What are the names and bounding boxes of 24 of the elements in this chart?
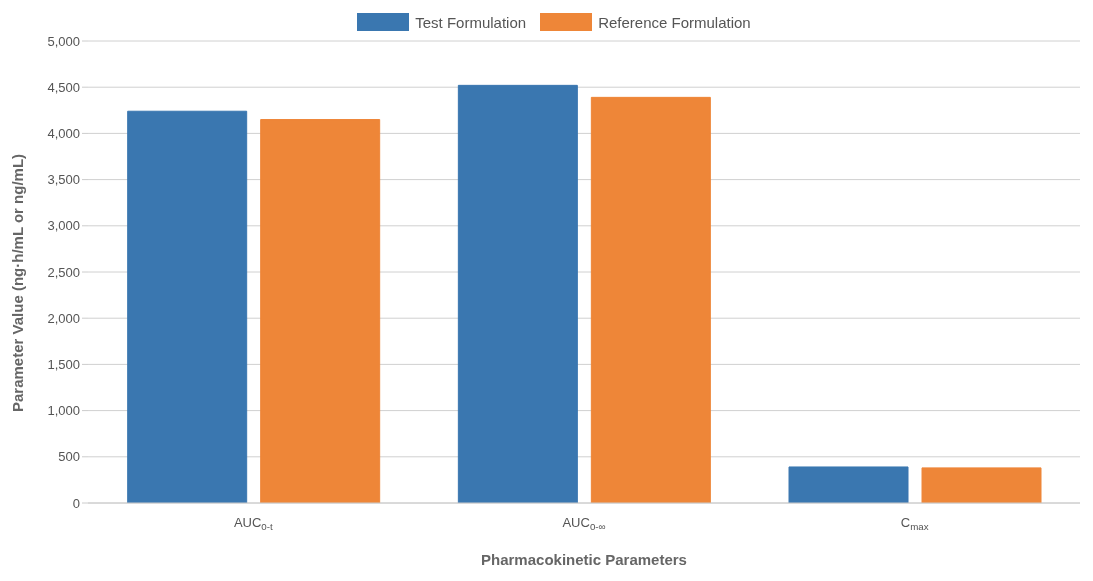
- x-tick-label: C$_{max}$: [900, 515, 929, 532]
- y-tick-label: 0: [72, 495, 80, 511]
- y-tick-label: 3,000: [47, 218, 80, 234]
- y-tick-label: 3,500: [47, 172, 80, 188]
- y-tick-label: 1,500: [47, 357, 80, 373]
- y-axis-title: Parameter Value (ng·h/mL or ng/mL): [9, 153, 27, 412]
- bar: [457, 84, 578, 503]
- bar: [590, 96, 711, 503]
- bar: [788, 466, 909, 503]
- y-tick-label: 1,000: [47, 403, 80, 419]
- bar: [921, 467, 1042, 503]
- bar: [127, 110, 248, 503]
- x-axis-title: Pharmacokinetic Parameters: [481, 551, 687, 568]
- y-tick-label: 4,000: [47, 126, 80, 142]
- bar: [260, 119, 381, 503]
- y-tick-label: 500: [58, 449, 80, 465]
- x-tick-label: AUC$_{0-t}$: [233, 515, 274, 532]
- y-tick-label: 4,500: [47, 79, 80, 95]
- y-tick-label: 2,500: [47, 264, 80, 280]
- y-tick-label: 2,000: [47, 310, 80, 326]
- legend-label: Reference Formulation: [598, 13, 751, 31]
- x-tick-label: AUC$_{0-∞}$: [562, 515, 606, 532]
- y-tick-label: 5,000: [47, 33, 80, 49]
- legend-label: Test Formulation: [415, 13, 527, 31]
